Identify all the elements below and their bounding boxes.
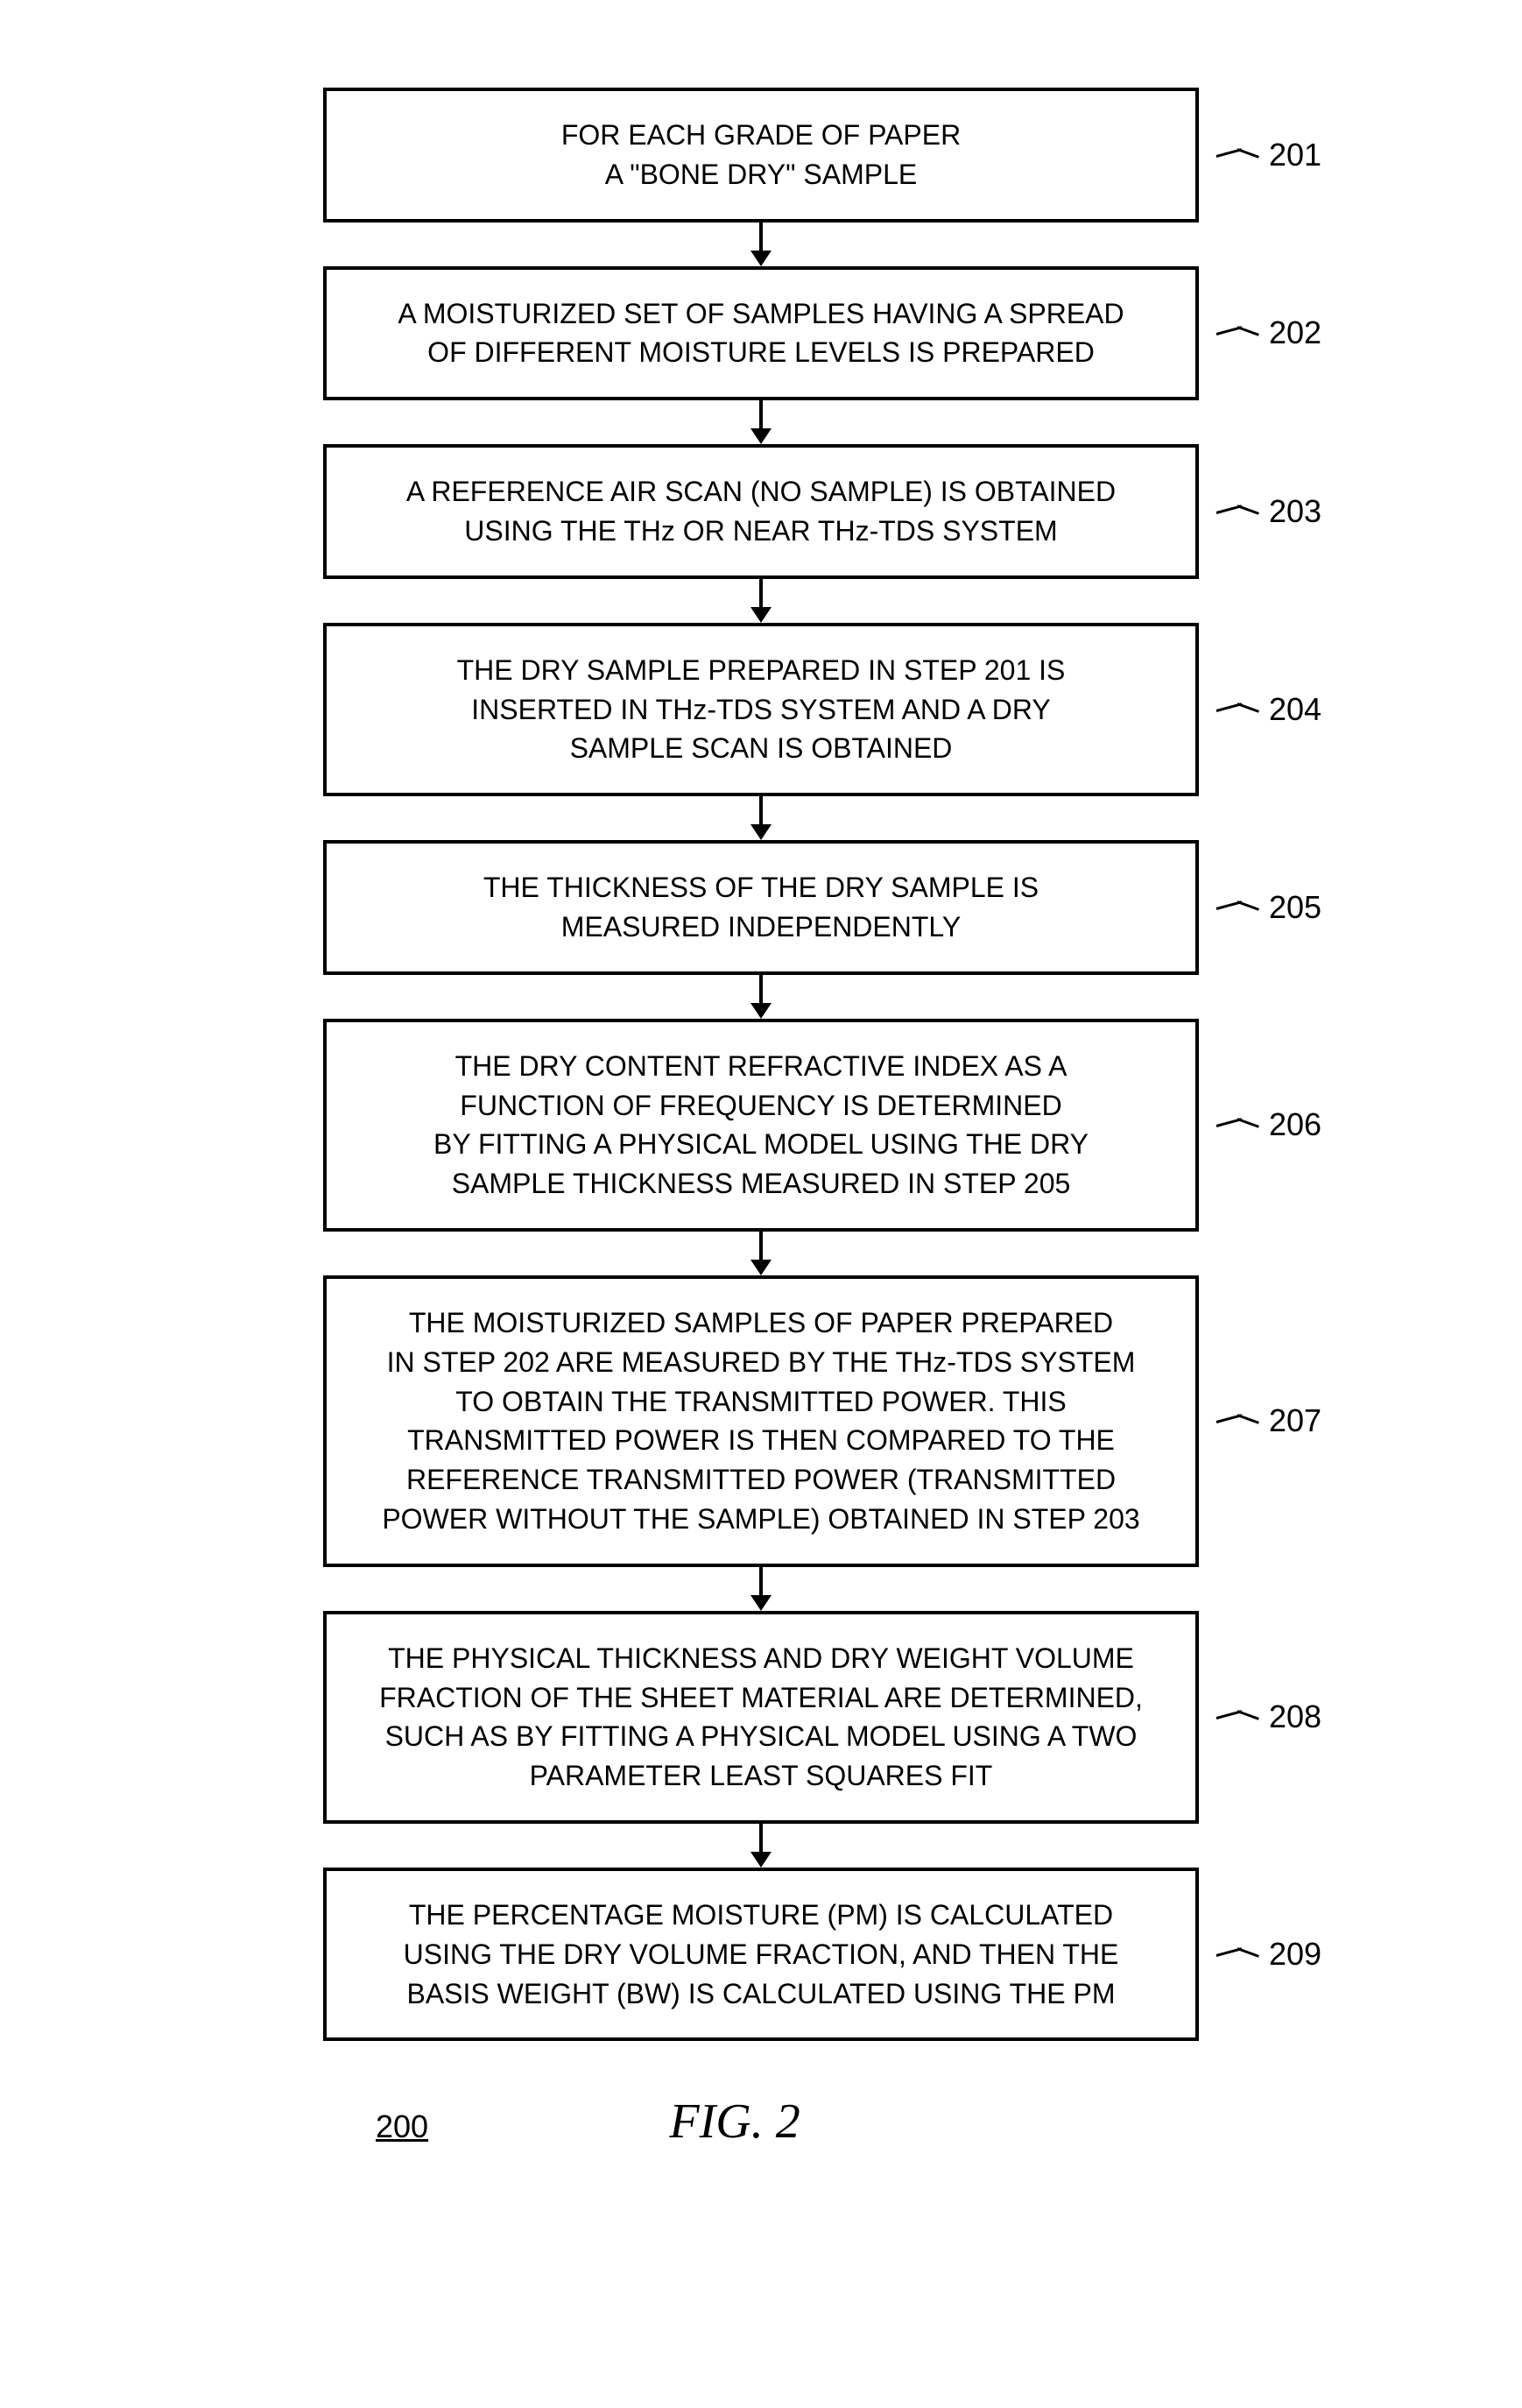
connector-icon [1216,324,1260,342]
arrow-head [750,251,772,266]
figure-footer: 200 FIG. 2 [323,2094,1199,2150]
step-label-201: 201 [1216,137,1321,173]
arrow-icon [750,975,772,1019]
step-box-201: FOR EACH GRADE OF PAPERA "BONE DRY" SAMP… [323,88,1199,222]
step-label-text: 205 [1269,889,1321,926]
arrow-icon [750,1232,772,1275]
arrow-head [750,1595,772,1611]
step-box-209: THE PERCENTAGE MOISTURE (PM) IS CALCULAT… [323,1868,1199,2041]
arrow-line [759,796,763,824]
connector-icon [1216,1708,1260,1726]
step-row-207: THE MOISTURIZED SAMPLES OF PAPER PREPARE… [105,1275,1417,1567]
step-text: THE DRY CONTENT REFRACTIVE INDEX AS AFUN… [433,1047,1089,1204]
arrow-line [759,975,763,1003]
arrow-line [759,579,763,607]
step-text: THE THICKNESS OF THE DRY SAMPLE ISMEASUR… [483,868,1039,947]
step-row-203: A REFERENCE AIR SCAN (NO SAMPLE) IS OBTA… [105,444,1417,579]
step-row-208: THE PHYSICAL THICKNESS AND DRY WEIGHT VO… [105,1611,1417,1824]
arrow-line [759,1567,763,1595]
arrow-head [750,824,772,840]
step-row-201: FOR EACH GRADE OF PAPERA "BONE DRY" SAMP… [105,88,1417,222]
arrow-icon [750,400,772,444]
step-box-207: THE MOISTURIZED SAMPLES OF PAPER PREPARE… [323,1275,1199,1567]
step-text: THE MOISTURIZED SAMPLES OF PAPER PREPARE… [382,1303,1139,1539]
step-box-208: THE PHYSICAL THICKNESS AND DRY WEIGHT VO… [323,1611,1199,1824]
step-label-205: 205 [1216,889,1321,926]
step-row-202: A MOISTURIZED SET OF SAMPLES HAVING A SP… [105,266,1417,401]
step-label-text: 206 [1269,1106,1321,1143]
step-text: FOR EACH GRADE OF PAPERA "BONE DRY" SAMP… [561,116,961,194]
step-box-204: THE DRY SAMPLE PREPARED IN STEP 201 ISIN… [323,623,1199,796]
step-box-206: THE DRY CONTENT REFRACTIVE INDEX AS AFUN… [323,1019,1199,1232]
step-row-209: THE PERCENTAGE MOISTURE (PM) IS CALCULAT… [105,1868,1417,2041]
connector-icon [1216,1945,1260,1963]
arrow-icon [750,796,772,840]
step-label-text: 201 [1269,137,1321,173]
step-label-206: 206 [1216,1106,1321,1143]
step-label-203: 203 [1216,493,1321,530]
step-box-203: A REFERENCE AIR SCAN (NO SAMPLE) IS OBTA… [323,444,1199,579]
arrow-head [750,428,772,444]
figure-caption: FIG. 2 [669,2094,800,2150]
step-row-204: THE DRY SAMPLE PREPARED IN STEP 201 ISIN… [105,623,1417,796]
connector-icon [1216,146,1260,164]
step-box-205: THE THICKNESS OF THE DRY SAMPLE ISMEASUR… [323,840,1199,975]
connector-icon [1216,701,1260,718]
arrow-line [759,1824,763,1852]
arrow-head [750,1852,772,1868]
connector-icon [1216,1412,1260,1430]
figure-number: 200 [376,2108,428,2145]
step-text: THE PHYSICAL THICKNESS AND DRY WEIGHT VO… [379,1639,1143,1796]
arrow-line [759,222,763,251]
flowchart-container: FOR EACH GRADE OF PAPERA "BONE DRY" SAMP… [105,88,1417,2150]
step-text: A REFERENCE AIR SCAN (NO SAMPLE) IS OBTA… [406,472,1116,551]
arrow-head [750,607,772,623]
step-label-text: 204 [1269,691,1321,728]
step-text: A MOISTURIZED SET OF SAMPLES HAVING A SP… [398,294,1124,373]
connector-icon [1216,1116,1260,1133]
step-label-204: 204 [1216,691,1321,728]
arrow-icon [750,1824,772,1868]
step-box-202: A MOISTURIZED SET OF SAMPLES HAVING A SP… [323,266,1199,401]
connector-icon [1216,503,1260,520]
arrow-head [750,1260,772,1275]
arrow-head [750,1003,772,1019]
step-label-text: 209 [1269,1936,1321,1973]
step-label-209: 209 [1216,1936,1321,1973]
step-label-text: 207 [1269,1402,1321,1439]
step-row-206: THE DRY CONTENT REFRACTIVE INDEX AS AFUN… [105,1019,1417,1232]
step-text: THE PERCENTAGE MOISTURE (PM) IS CALCULAT… [404,1896,1119,2013]
arrow-icon [750,579,772,623]
step-label-text: 208 [1269,1698,1321,1735]
step-row-205: THE THICKNESS OF THE DRY SAMPLE ISMEASUR… [105,840,1417,975]
step-text: THE DRY SAMPLE PREPARED IN STEP 201 ISIN… [457,651,1066,768]
step-label-text: 202 [1269,314,1321,351]
arrow-line [759,400,763,428]
arrow-line [759,1232,763,1260]
step-label-208: 208 [1216,1698,1321,1735]
connector-icon [1216,899,1260,916]
arrow-icon [750,1567,772,1611]
step-label-202: 202 [1216,314,1321,351]
step-label-207: 207 [1216,1402,1321,1439]
step-label-text: 203 [1269,493,1321,530]
arrow-icon [750,222,772,266]
